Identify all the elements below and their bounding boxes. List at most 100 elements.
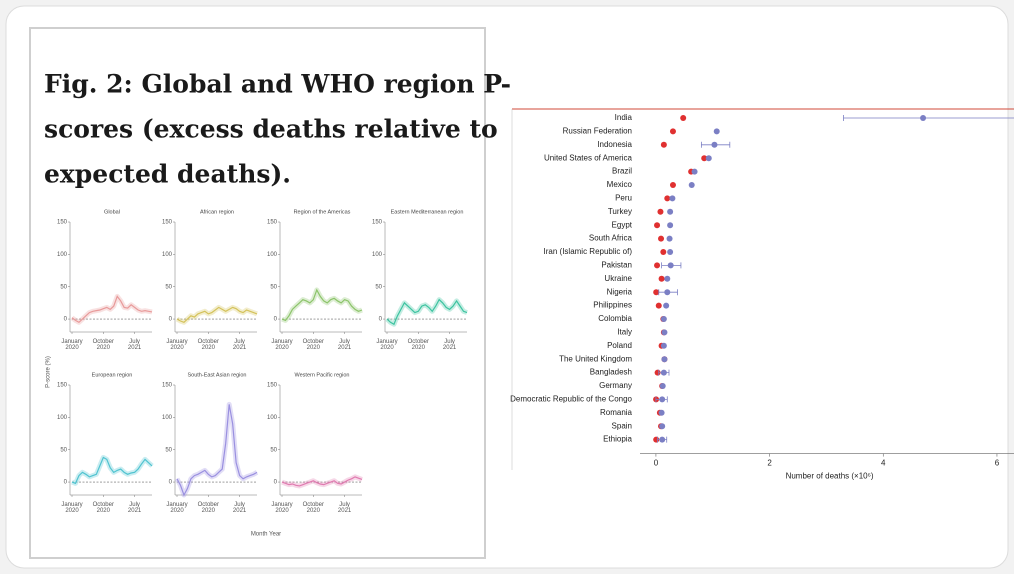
figure-title-line: Fig. 2: Global and WHO region P- (44, 70, 511, 99)
category-label: The United Kingdom (559, 354, 632, 363)
dot (658, 409, 665, 416)
dot (660, 141, 667, 148)
category-label: South Africa (589, 234, 633, 243)
dot (713, 128, 720, 135)
panel-title: Eastern Mediterranean region (391, 209, 464, 215)
category-label: Russian Federation (563, 127, 632, 136)
category-label: Spain (612, 421, 632, 430)
x-tick-label: July 2021 (443, 339, 457, 351)
category-label: Italy (617, 328, 632, 337)
dot (666, 235, 673, 242)
y-tick-label: 0 (274, 317, 278, 323)
y-tick-label: 150 (372, 220, 383, 226)
dot (669, 182, 676, 188)
y-tick-label: 0 (379, 317, 383, 323)
category-label: Pakistan (601, 261, 632, 270)
figure-panel (29, 27, 486, 559)
category-label: Colombia (598, 314, 632, 323)
y-tick-label: 100 (57, 252, 68, 258)
dot (659, 396, 666, 403)
dot (701, 155, 708, 162)
x-tick-label: July 2021 (338, 502, 352, 514)
error-bar (843, 115, 1014, 121)
category-label: Romania (600, 408, 633, 417)
dot (655, 302, 662, 309)
y-tick-label: 150 (162, 220, 173, 226)
y-tick-label: 100 (162, 415, 173, 421)
dot (669, 128, 676, 135)
x-tick-label: 4 (881, 459, 886, 468)
dot (658, 235, 665, 242)
x-tick-label: July 2021 (128, 339, 142, 351)
y-tick-label: 150 (162, 383, 173, 389)
dot (667, 208, 674, 215)
y-axis-label: P-score (%) (46, 356, 52, 388)
dot (660, 369, 667, 376)
series-line (71, 456, 153, 485)
x-tick-label: January 2020 (271, 502, 292, 514)
y-tick-label: 100 (372, 252, 383, 258)
y-tick-label: 100 (267, 415, 278, 421)
category-label: India (615, 113, 633, 122)
dot (669, 195, 676, 202)
y-tick-label: 100 (267, 252, 278, 258)
y-tick-label: 50 (270, 447, 277, 453)
dot (664, 275, 671, 282)
x-tick-label: October 2020 (93, 339, 114, 351)
x-tick-label: October 2020 (198, 502, 219, 514)
y-tick-label: 150 (267, 220, 278, 226)
dot (667, 222, 674, 229)
series-line (176, 404, 258, 497)
y-tick-label: 150 (57, 383, 68, 389)
panel-title: African region (200, 209, 234, 215)
dot (664, 195, 671, 202)
figure-title-line: expected deaths). (44, 160, 291, 189)
x-tick-label: July 2021 (233, 502, 247, 514)
y-tick-label: 100 (162, 252, 173, 258)
category-label: Germany (599, 381, 632, 390)
category-label: Bangladesh (590, 368, 632, 377)
y-tick-label: 50 (270, 284, 277, 290)
dot (660, 316, 667, 322)
dot (658, 275, 665, 282)
category-label: Ethiopia (603, 435, 632, 444)
x-tick-label: July 2021 (128, 502, 142, 514)
category-label: Egypt (612, 220, 633, 229)
dot (664, 289, 671, 296)
panel-title: Region of the Americas (294, 209, 351, 215)
dot (659, 423, 666, 430)
dot (667, 262, 674, 269)
dot (660, 342, 667, 349)
dot (680, 115, 687, 121)
category-label: Indonesia (597, 140, 632, 149)
x-tick-label: January 2020 (376, 339, 397, 351)
y-tick-label: 150 (267, 383, 278, 389)
y-tick-label: 50 (60, 447, 67, 453)
y-tick-label: 100 (57, 415, 68, 421)
x-tick-label: October 2020 (303, 339, 324, 351)
dot (667, 249, 674, 255)
dot (657, 208, 664, 215)
dot (711, 141, 718, 148)
category-label: United States of America (544, 153, 633, 162)
dot (691, 168, 698, 175)
x-tick-label: October 2020 (198, 339, 219, 351)
category-label: Nigeria (607, 287, 633, 296)
dot (705, 155, 712, 162)
x-tick-label: July 2021 (233, 339, 247, 351)
x-tick-label: July 2021 (338, 339, 352, 351)
y-tick-label: 0 (169, 317, 173, 323)
category-label: Poland (607, 341, 632, 350)
y-tick-label: 150 (57, 220, 68, 226)
category-label: Mexico (607, 180, 633, 189)
series-line (281, 288, 363, 322)
x-tick-label: January 2020 (166, 339, 187, 351)
x-tick-label: January 2020 (271, 339, 292, 351)
x-tick-label: October 2020 (93, 502, 114, 514)
category-label: Peru (615, 194, 632, 203)
x-tick-label: January 2020 (166, 502, 187, 514)
x-tick-label: October 2020 (303, 502, 324, 514)
dot (659, 436, 666, 443)
